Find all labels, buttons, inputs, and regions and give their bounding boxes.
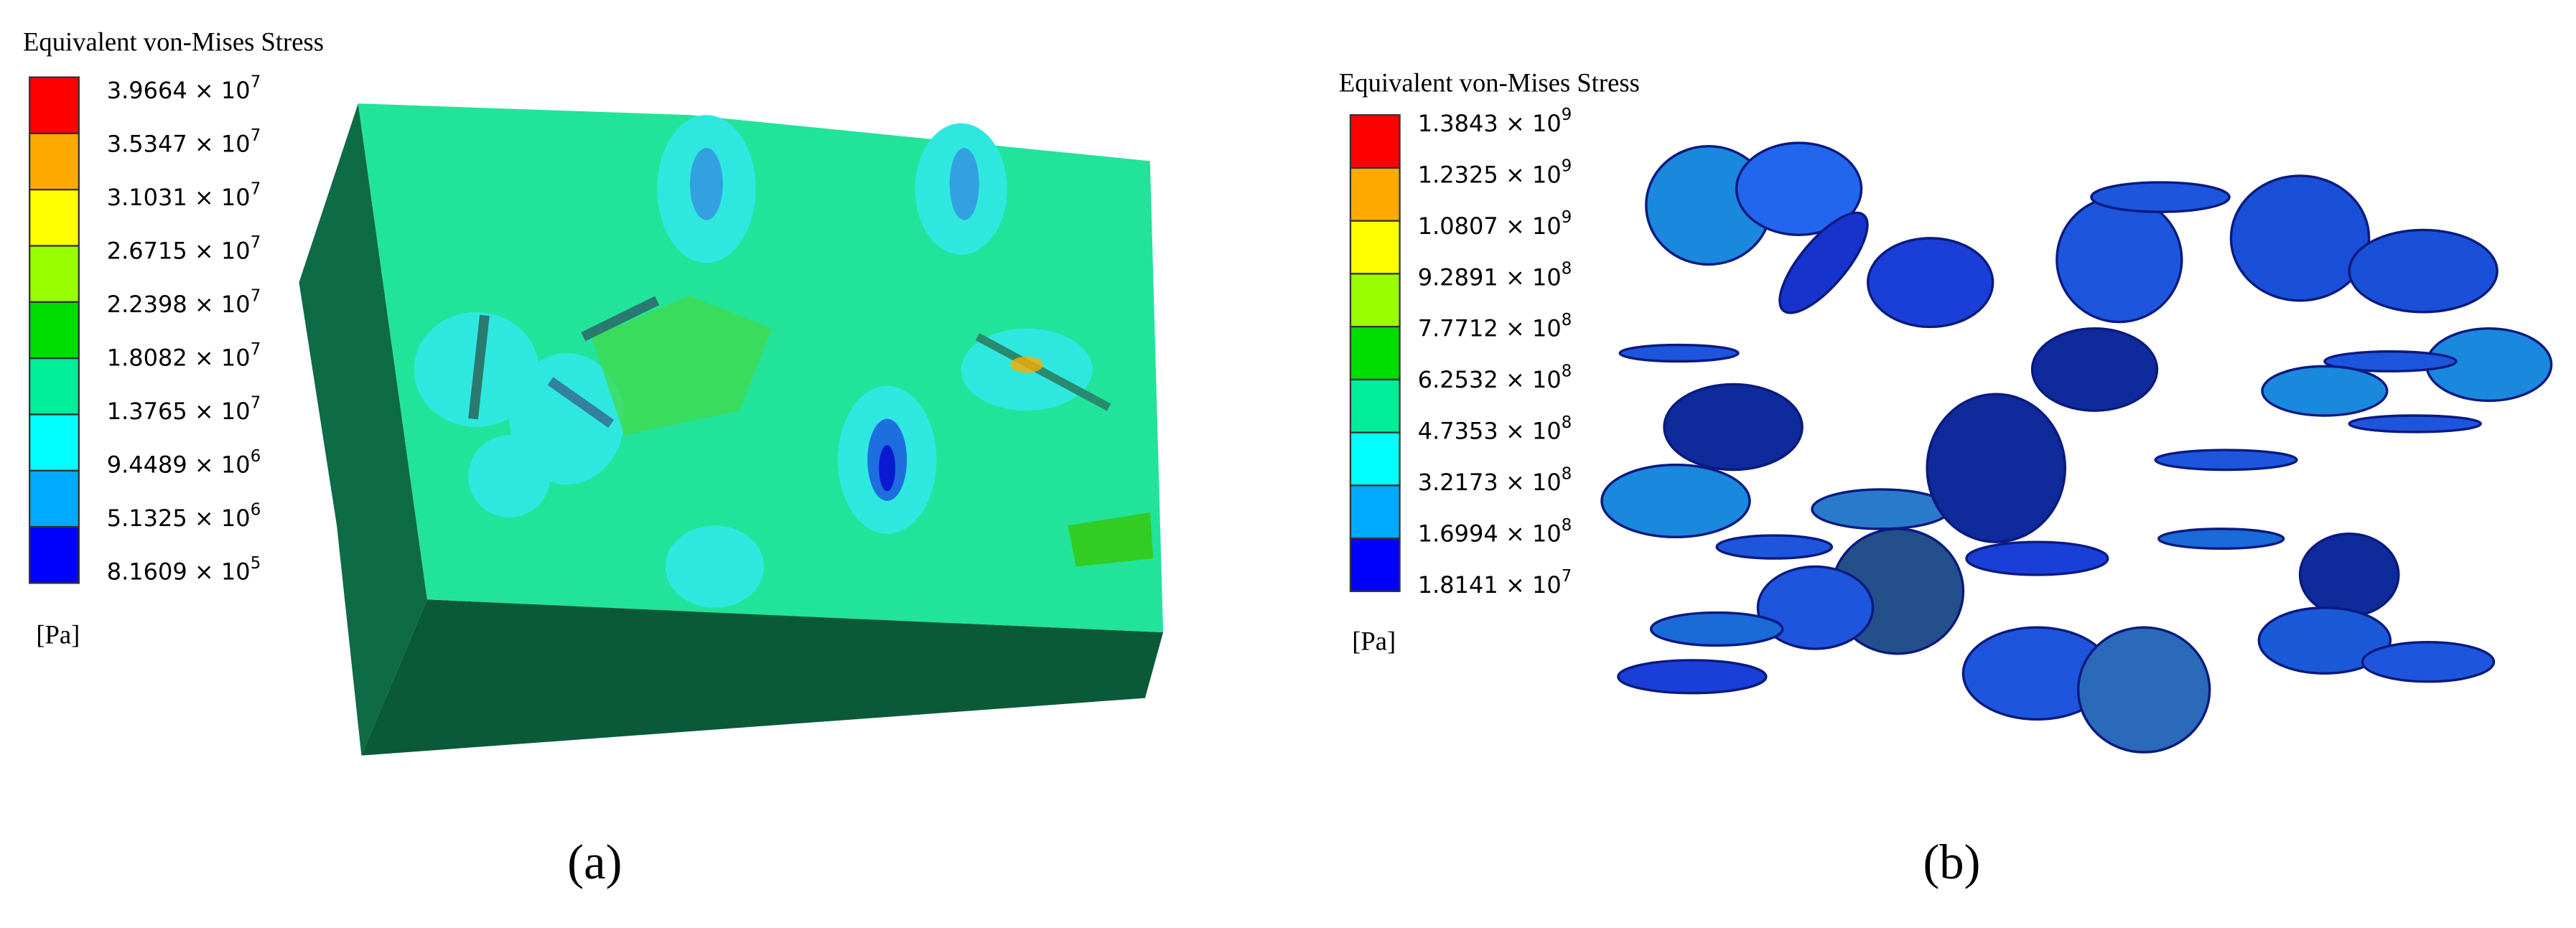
label-mantissa: 6.2532 × 10 [1418,366,1562,393]
legend-swatch [29,189,80,247]
legend-label: 3.9664 × 107 [107,72,261,104]
label-exponent: 8 [1562,311,1572,329]
label-exponent: 6 [251,500,261,519]
legend-swatch [29,245,80,303]
legend-label: 6.2532 × 108 [1418,362,1572,393]
block-render [299,103,1164,756]
label-exponent: 8 [1562,362,1572,380]
label-mantissa: 3.5347 × 10 [107,131,251,158]
legend-label: 3.2173 × 108 [1418,464,1572,496]
legend-swatch [1349,220,1401,275]
legend-swatch [1349,273,1401,328]
label-mantissa: 1.8082 × 10 [107,345,251,372]
legend-swatch [1349,326,1401,381]
label-mantissa: 1.6994 × 10 [1418,520,1562,548]
legend-label: 3.5347 × 107 [107,126,261,157]
label-mantissa: 1.8141 × 10 [1418,571,1562,599]
label-mantissa: 4.7353 × 10 [1418,418,1562,445]
label-mantissa: 8.1609 × 10 [107,558,251,586]
label-mantissa: 1.0807 × 10 [1418,212,1562,240]
legend-swatch [1349,378,1401,433]
legend-label: 5.1325 × 106 [107,500,261,532]
label-mantissa: 2.6715 × 10 [107,238,251,265]
label-exponent: 8 [1562,413,1572,431]
legend-label: 3.1031 × 107 [107,179,261,211]
label-exponent: 7 [1562,567,1572,586]
label-exponent: 8 [1562,259,1572,278]
legend-label: 1.8082 × 107 [107,339,261,371]
label-mantissa: 1.3843 × 10 [1418,110,1562,137]
legend-title: Equivalent von-Mises Stress [23,27,324,56]
label-mantissa: 7.7712 × 10 [1418,315,1562,342]
legend-swatch [29,413,80,472]
panel-caption: (a) [567,835,622,889]
label-exponent: 8 [1562,515,1572,534]
legend-label: 1.3765 × 107 [107,393,261,425]
label-exponent: 8 [1562,464,1572,483]
label-mantissa: 2.2398 × 10 [107,291,251,318]
label-exponent: 7 [251,233,261,251]
legend-swatch [29,132,80,191]
legend-swatch [1349,431,1401,487]
legend-label: 1.3843 × 109 [1418,106,1572,137]
legend-swatch [1349,484,1401,540]
label-exponent: 5 [251,553,261,572]
legend-swatch [1349,114,1401,169]
label-mantissa: 9.2891 × 10 [1418,263,1562,291]
label-exponent: 9 [1562,208,1572,227]
legend-label: 1.8141 × 107 [1418,567,1572,599]
legend-swatch [29,357,80,416]
legend-swatch [29,525,80,584]
label-exponent: 6 [251,446,261,465]
label-exponent: 7 [251,393,261,412]
legend-label: 1.6994 × 108 [1418,515,1572,547]
legend-label: 8.1609 × 105 [107,553,261,585]
legend-label: 7.7712 × 108 [1418,311,1572,342]
label-exponent: 9 [1562,156,1572,175]
legend-label: 2.6715 × 107 [107,233,261,264]
label-exponent: 7 [251,286,261,305]
label-exponent: 7 [251,339,261,358]
label-mantissa: 1.3765 × 10 [107,398,251,425]
label-mantissa: 9.4489 × 10 [107,451,251,479]
legend-swatch [29,469,80,528]
label-exponent: 7 [251,126,261,144]
disc-render [1600,141,2553,754]
legend-unit: [Pa] [1352,626,1396,655]
label-exponent: 7 [251,72,261,91]
label-exponent: 7 [251,179,261,198]
label-mantissa: 1.2325 × 10 [1418,161,1562,188]
label-exponent: 9 [1562,106,1572,124]
label-mantissa: 3.2173 × 10 [1418,469,1562,496]
label-mantissa: 5.1325 × 10 [107,505,251,532]
label-mantissa: 3.1031 × 10 [107,184,251,211]
legend-label: 1.0807 × 109 [1418,208,1572,240]
legend-label: 2.2398 × 107 [107,286,261,318]
legend-label: 9.4489 × 106 [107,446,261,478]
legend-swatch [1349,167,1401,222]
legend-label: 4.7353 × 108 [1418,413,1572,444]
legend-swatch [29,76,80,135]
legend-title: Equivalent von-Mises Stress [1339,67,1640,97]
legend-swatch [29,301,80,360]
legend-label: 1.2325 × 109 [1418,156,1572,188]
legend-swatch [1349,537,1401,592]
legend-label: 9.2891 × 108 [1418,259,1572,291]
legend-unit: [Pa] [36,619,80,649]
label-mantissa: 3.9664 × 10 [107,77,251,104]
panel-caption: (b) [1923,835,1980,889]
